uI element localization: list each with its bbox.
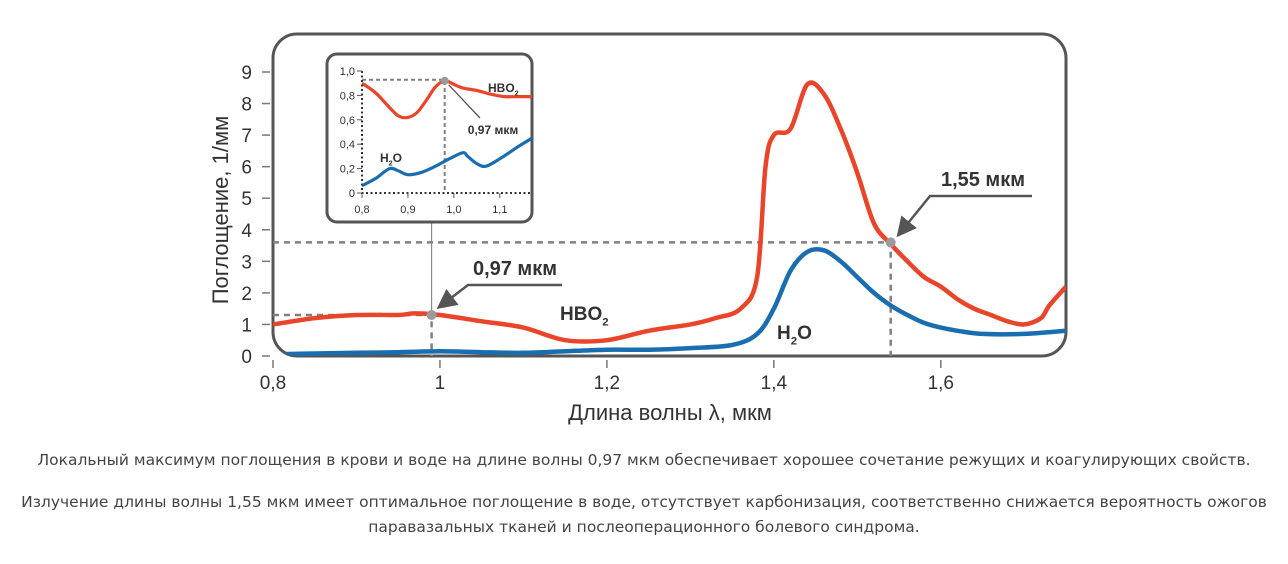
series-line-hbo2 [273, 80, 1066, 344]
inset-x-tick-label: 0,8 [354, 204, 369, 216]
main-axes: 0 1 2 3 4 5 6 7 8 9 0,8 1 1,2 1,4 1,6 [241, 63, 954, 394]
inset-series-label-h2o-sub: 2 [389, 159, 393, 168]
y-tick-label: 4 [241, 221, 252, 242]
inset-frame [325, 52, 534, 224]
y-tick-label: 5 [241, 189, 252, 210]
inset-series [362, 79, 532, 188]
inset-axes: 0 0,2 0,4 0,6 0,8 1,0 0,8 0,9 1,0 1,1 [340, 66, 532, 216]
inset-y-tick-label: 1,0 [340, 66, 355, 78]
inset-x-tick-label: 0,9 [400, 204, 415, 216]
arrow-155 [896, 194, 1032, 238]
inset-y-tick-label: 0,4 [340, 139, 355, 151]
annotation-155: 1,55 мкм [941, 169, 1025, 191]
y-axis-label: Поглощение, 1/мм [208, 116, 233, 305]
y-tick-label: 8 [241, 95, 252, 116]
y-tick-label: 0 [241, 347, 252, 368]
inset-series-label-hbo2-sub: 2 [515, 89, 519, 98]
x-tick-label: 1,4 [761, 373, 788, 394]
point-097 [426, 309, 437, 320]
series-line-h2o [273, 246, 1066, 356]
x-tick-label: 1 [435, 373, 446, 394]
inset-x-tick-label: 1,1 [492, 204, 507, 216]
y-tick-label: 6 [241, 158, 252, 179]
inset-y-tick-label: 0,8 [340, 90, 355, 102]
series-label-h2o-tail: O [797, 323, 812, 344]
inset-arrow-097 [448, 84, 481, 119]
x-tick-label: 1,6 [928, 373, 954, 394]
series-label-h2o-sub: 2 [791, 336, 797, 348]
inset-y-tick-label: 0 [349, 188, 355, 200]
annotation-097: 0,97 мкм [473, 258, 557, 280]
series-label-hbo2-sub: 2 [602, 317, 608, 329]
x-tick-label: 0,8 [260, 373, 286, 394]
inset-series-label-hbo2-main: HBO [488, 81, 515, 95]
x-tick-label: 1,2 [594, 373, 620, 394]
inset-chart: 0 0,2 0,4 0,6 0,8 1,0 0,8 0,9 1,0 1,1 0,97 мкм HBO… [325, 52, 534, 224]
inset-x-tick-label: 1,0 [446, 204, 461, 216]
inset-point-097 [440, 76, 449, 85]
series-label-hbo2: HBO2 [560, 304, 609, 329]
inset-series-line-hbo2 [362, 79, 532, 120]
inset-series-label-h2o-main: H [380, 151, 389, 165]
y-tick-label: 9 [241, 63, 252, 84]
x-axis-label: Длина волны λ, мкм [568, 400, 772, 425]
point-155 [885, 237, 896, 248]
series-label-h2o: H2O [777, 323, 812, 348]
y-tick-label: 2 [241, 284, 252, 305]
y-tick-label: 3 [241, 252, 252, 273]
y-tick-label: 1 [241, 315, 252, 336]
inset-series-line-h2o [362, 136, 532, 188]
caption-097: Локальный максимум поглощения в крови и … [37, 451, 1251, 469]
arrow-097 [436, 283, 562, 310]
inset-annotation-097: 0,97 мкм [468, 123, 519, 137]
inset-y-tick-label: 0,6 [340, 115, 355, 127]
caption-155: Излучение длины волны 1,55 мкм имеет опт… [21, 493, 1267, 536]
inset-series-label-hbo2: HBO2 [488, 81, 519, 98]
series-label-hbo2-main: HBO [560, 304, 602, 325]
inset-series-label-h2o-tail: O [393, 151, 402, 165]
main-series [273, 80, 1066, 356]
inset-y-tick-label: 0,2 [340, 164, 355, 176]
inset-series-label-h2o: H2O [380, 151, 402, 168]
absorption-chart: 0 1 2 3 4 5 6 7 8 9 0,8 1 1,2 1,4 1,6 0,97 мкм 1,55 мкм… [208, 32, 1068, 425]
y-tick-label: 7 [241, 126, 252, 147]
series-label-h2o-main: H [777, 323, 791, 344]
